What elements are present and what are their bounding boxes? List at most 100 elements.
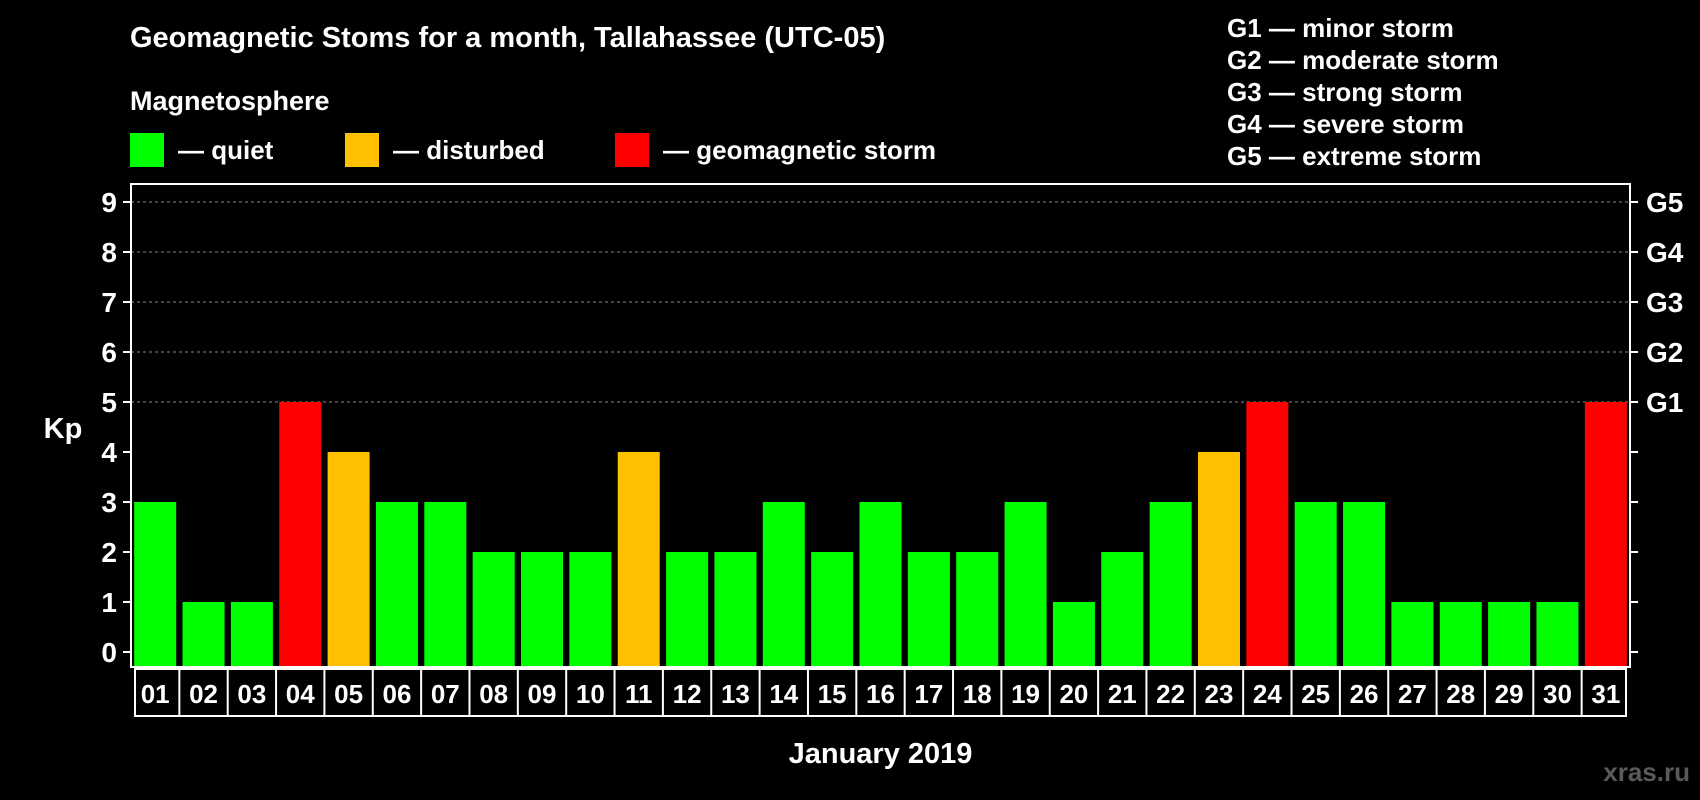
y-tick-label: 8 [101, 237, 117, 268]
bar [1391, 602, 1434, 667]
bar [811, 552, 854, 667]
x-axis-label: January 2019 [789, 738, 973, 770]
bar [714, 552, 757, 667]
x-tick-label: 17 [914, 679, 943, 709]
x-tick-label: 23 [1205, 679, 1234, 709]
x-tick-label: 12 [673, 679, 702, 709]
legend-item-quiet: — quiet [130, 133, 273, 167]
bar [859, 502, 902, 667]
bar [569, 552, 612, 667]
g-legend-item: G1 — minor storm [1227, 13, 1454, 43]
x-tick-label: 07 [431, 679, 460, 709]
y-axis-label: Kp [44, 413, 83, 445]
bar [521, 552, 564, 667]
bar [956, 552, 999, 667]
x-tick-label: 20 [1059, 679, 1088, 709]
bar [375, 502, 418, 667]
legend-item-disturbed: — disturbed [345, 133, 545, 167]
bar [1536, 602, 1579, 667]
bar [424, 502, 467, 667]
y-tick-label: 1 [101, 587, 117, 618]
x-tick-label: 05 [334, 679, 363, 709]
x-tick-label: 18 [963, 679, 992, 709]
right-axis-label: G1 [1646, 387, 1683, 418]
x-tick-label: 04 [286, 679, 315, 709]
right-axis-label: G2 [1646, 337, 1683, 368]
x-tick-label: 21 [1108, 679, 1137, 709]
y-tick-label: 6 [101, 337, 117, 368]
bar [1294, 502, 1337, 667]
chart-title: Geomagnetic Stoms for a month, Tallahass… [130, 22, 886, 54]
x-tick-label: 06 [382, 679, 411, 709]
x-tick-label: 26 [1350, 679, 1379, 709]
bar [907, 552, 950, 667]
legend-swatch-disturbed [345, 133, 379, 167]
bar [230, 602, 273, 667]
x-tick-label: 31 [1591, 679, 1620, 709]
legend-label-storm: — geomagnetic storm [663, 134, 937, 165]
bar [1488, 602, 1531, 667]
g-legend-item: G5 — extreme storm [1227, 141, 1482, 171]
x-tick-label: 25 [1301, 679, 1330, 709]
plot-border [130, 183, 1631, 668]
x-tick-label: 03 [237, 679, 266, 709]
bar [1101, 552, 1144, 667]
g-scale-legend: G1 — minor storm G2 — moderate storm G3 … [1227, 12, 1499, 172]
x-tick-label: 24 [1253, 679, 1282, 709]
bar [279, 402, 322, 667]
category-strip [134, 668, 1627, 717]
right-axis-label: G5 [1646, 187, 1683, 218]
x-tick-label: 27 [1398, 679, 1427, 709]
g-legend-item: G3 — strong storm [1227, 77, 1463, 107]
x-tick-label: 28 [1446, 679, 1475, 709]
x-tick-label: 13 [721, 679, 750, 709]
bar [1584, 402, 1627, 667]
x-tick-label: 16 [866, 679, 895, 709]
bar [472, 552, 515, 667]
x-tick-label: 08 [479, 679, 508, 709]
x-tick-label: 09 [528, 679, 557, 709]
y-tick-label: 7 [101, 287, 117, 318]
x-tick-label: 30 [1543, 679, 1572, 709]
x-tick-label: 15 [818, 679, 847, 709]
x-tick-label: 10 [576, 679, 605, 709]
x-tick-label: 02 [189, 679, 218, 709]
x-tick-label: 11 [625, 679, 653, 709]
y-tick-label: 4 [101, 437, 117, 468]
x-tick-label: 19 [1011, 679, 1040, 709]
right-axis-label: G4 [1646, 237, 1684, 268]
y-tick-label: 3 [101, 487, 117, 518]
y-tick-label: 9 [101, 187, 117, 218]
g-legend-item: G2 — moderate storm [1227, 45, 1499, 75]
legend-label-disturbed: — disturbed [393, 134, 545, 165]
x-tick-label: 29 [1495, 679, 1524, 709]
bar [327, 452, 370, 667]
y-tick-label: 5 [101, 387, 117, 418]
legend-swatch-storm [615, 133, 649, 167]
bar [1004, 502, 1047, 667]
x-tick-label: 01 [141, 679, 170, 709]
bar [134, 502, 177, 667]
bar [1197, 452, 1240, 667]
x-tick-label: 14 [769, 679, 798, 709]
y-tick-label: 2 [101, 537, 117, 568]
bar [1439, 602, 1482, 667]
y-tick-label: 0 [101, 637, 117, 668]
bar [666, 552, 709, 667]
watermark: xras.ru [1603, 757, 1690, 787]
legend-label-quiet: — quiet [178, 134, 274, 165]
right-axis-label: G3 [1646, 287, 1683, 318]
legend-swatch-quiet [130, 133, 164, 167]
bar [1052, 602, 1095, 667]
legend-item-storm: — geomagnetic storm [615, 133, 936, 167]
g-legend-item: G4 — severe storm [1227, 109, 1465, 139]
bar [1246, 402, 1289, 667]
bar [762, 502, 805, 667]
bar [1149, 502, 1192, 667]
x-tick-label: 22 [1156, 679, 1185, 709]
bar [182, 602, 225, 667]
bar [1343, 502, 1386, 667]
legend-heading: Magnetosphere [130, 86, 330, 116]
bar [617, 452, 660, 667]
